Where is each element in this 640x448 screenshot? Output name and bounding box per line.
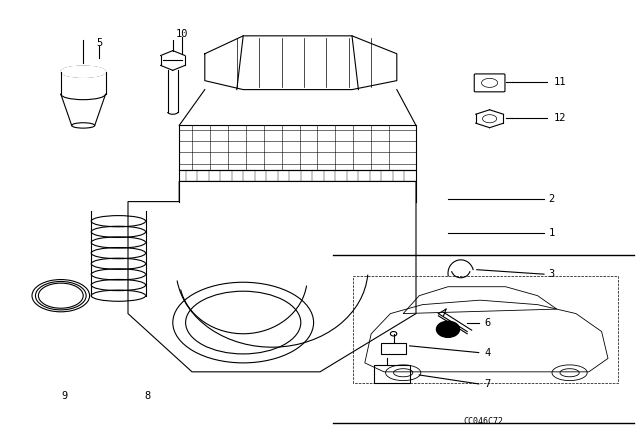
Ellipse shape (61, 66, 106, 77)
Text: 7: 7 (484, 379, 491, 389)
Text: 10: 10 (176, 29, 189, 39)
Text: 5: 5 (96, 38, 102, 47)
Text: 12: 12 (554, 113, 566, 123)
Ellipse shape (70, 69, 96, 75)
Text: 6: 6 (484, 319, 491, 328)
Text: CC046C72: CC046C72 (463, 417, 503, 426)
Text: 11: 11 (554, 77, 566, 86)
Text: 8: 8 (144, 392, 150, 401)
Circle shape (436, 321, 460, 337)
Text: 3: 3 (548, 269, 555, 279)
Text: 9: 9 (61, 392, 67, 401)
Bar (381, 343, 406, 354)
Text: 4: 4 (484, 348, 491, 358)
Text: 1: 1 (548, 228, 555, 238)
Text: 2: 2 (548, 194, 555, 204)
Bar (374, 365, 410, 383)
